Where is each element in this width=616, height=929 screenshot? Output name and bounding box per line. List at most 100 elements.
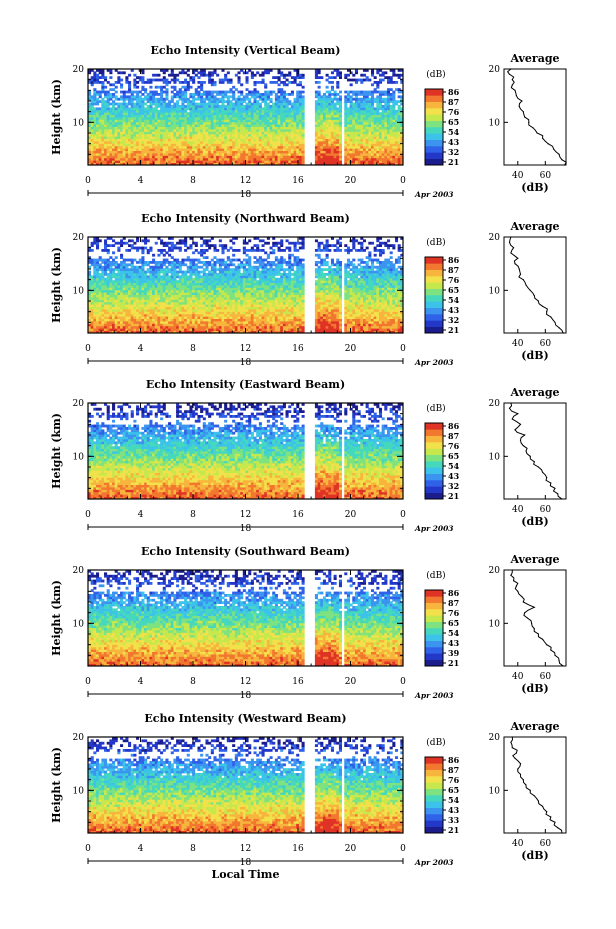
profile-point [514, 429, 516, 431]
colorbar-tick-label: 76 [448, 275, 460, 285]
profile-point [514, 757, 516, 759]
profile-point [550, 649, 552, 651]
x-tick-label: 12 [240, 677, 251, 687]
colorbar-tick-label: 87 [448, 765, 459, 775]
heatmap-cells [88, 69, 404, 166]
colorbar-frame [424, 88, 444, 166]
x-tick-label: 12 [240, 510, 251, 520]
profile-point [533, 461, 535, 463]
profile-point [547, 143, 549, 145]
profile-y-tick-label: 20 [489, 733, 501, 743]
profile-point [533, 295, 535, 297]
date-label: Apr 2003 [414, 858, 454, 867]
date-label: Apr 2003 [414, 691, 454, 700]
profile-x-tick-label: 40 [512, 839, 524, 849]
profile-point [533, 795, 535, 797]
colorbar-swatch [425, 314, 443, 321]
profile-point [517, 413, 519, 415]
profile-line [510, 569, 564, 667]
colorbar-swatch [425, 763, 443, 770]
colorbar-swatch [425, 326, 443, 334]
colorbar-swatch [425, 288, 443, 296]
colorbar-tick-label: 76 [448, 441, 460, 451]
colorbar-tick-label: 21 [448, 157, 459, 167]
colorbar-swatch [425, 108, 443, 115]
panel-title: Echo Intensity (Eastward Beam) [146, 378, 345, 391]
colorbar-swatch [425, 89, 443, 96]
day-label: 18 [240, 190, 252, 200]
profile-point [513, 247, 515, 249]
x-tick-label: 16 [292, 344, 304, 354]
profile-x-axis-label: (dB) [521, 515, 548, 528]
profile-point [537, 633, 540, 635]
profile-point [537, 800, 540, 802]
profile-line [508, 236, 564, 334]
colorbar-swatch [425, 307, 443, 315]
colorbar-swatch [425, 429, 443, 436]
profile-point [550, 316, 552, 318]
profile-point [564, 164, 566, 166]
colorbar-swatch [425, 423, 443, 430]
x-tick-label: 20 [345, 510, 357, 520]
colorbar-unit: (dB) [426, 69, 445, 80]
colorbar-swatch [425, 269, 443, 277]
profile-point [510, 402, 512, 404]
x-tick-label: 16 [292, 510, 304, 520]
colorbar-swatch [425, 282, 443, 289]
profile-line [510, 736, 563, 834]
colorbar-tick-label: 87 [448, 265, 459, 275]
profile-point [546, 311, 548, 313]
y-tick-label: 20 [73, 399, 85, 409]
y-axis-label: Height (km) [50, 79, 63, 155]
profile-point [508, 73, 511, 75]
profile-point [546, 811, 548, 813]
profile-point [525, 284, 527, 286]
x-axis-label: Local Time [212, 868, 280, 881]
colorbar-tick-label: 32 [448, 481, 459, 491]
colorbar-frame [424, 422, 444, 500]
x-tick-label: 0 [400, 344, 406, 354]
y-tick-label: 20 [73, 233, 85, 243]
profile-y-tick-label: 10 [489, 786, 501, 796]
profile-point [522, 279, 524, 281]
colorbar-swatch [425, 807, 443, 815]
colorbar-unit: (dB) [426, 737, 445, 748]
day-label: 18 [240, 691, 252, 701]
colorbar-swatch [425, 609, 443, 616]
colorbar-swatch [425, 295, 443, 302]
profile-point [508, 407, 511, 409]
profile-point [554, 321, 556, 323]
colorbar-tick-label: 39 [448, 648, 460, 658]
colorbar-swatch [425, 640, 443, 648]
x-tick-label: 8 [190, 344, 196, 354]
colorbar-tick-label: 21 [448, 825, 459, 835]
colorbar-swatch [425, 467, 443, 474]
x-tick-label: 4 [138, 510, 144, 520]
profile-point [557, 493, 559, 495]
profile-point [522, 779, 524, 781]
profile-point [546, 644, 548, 646]
colorbar-swatch [425, 647, 443, 654]
profile-x-axis-label: (dB) [521, 682, 548, 695]
profile-point [558, 327, 560, 329]
x-tick-label: 0 [400, 677, 406, 687]
colorbar-tick-label: 43 [448, 471, 460, 481]
profile-point [550, 482, 552, 484]
profile-point [511, 84, 513, 86]
profile-point [542, 805, 544, 807]
profile-point [511, 79, 513, 81]
profile-point [519, 773, 522, 775]
date-label: Apr 2003 [414, 190, 454, 199]
x-tick-label: 0 [85, 844, 91, 854]
profile-x-axis-label: (dB) [521, 181, 548, 194]
colorbar-swatch [425, 659, 443, 667]
x-tick-label: 0 [400, 176, 406, 186]
x-tick-label: 16 [292, 844, 304, 854]
x-tick-label: 20 [345, 844, 357, 854]
colorbar-tick-label: 21 [448, 491, 459, 501]
colorbar-tick-label: 76 [448, 107, 460, 117]
profile-point [515, 585, 518, 587]
profile-point [542, 638, 544, 640]
profile-x-tick-label: 60 [540, 505, 552, 515]
